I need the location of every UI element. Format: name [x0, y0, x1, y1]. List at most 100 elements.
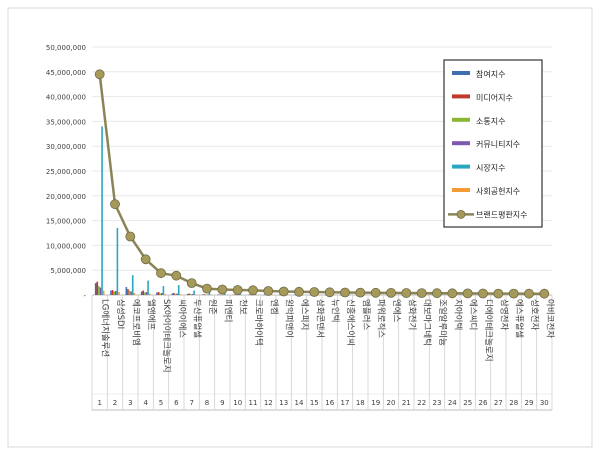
bar [232, 294, 235, 296]
bar [111, 290, 114, 295]
y-tick-label: 20,000,000 [46, 193, 86, 201]
rank-label: 4 [143, 399, 148, 407]
category-label: 성호전자 [529, 299, 540, 330]
legend-swatch [452, 117, 470, 122]
category-label: LG에너지솔루션 [100, 299, 111, 357]
x-axis: LG에너지솔루션 삼성SDI 에코프로비엠 엘앤에프 SK아이이테크놀로지 씨아이에스 두산… [91, 295, 555, 411]
line-point [278, 286, 289, 297]
legend-swatch [452, 71, 470, 75]
rank-label: 27 [494, 399, 503, 407]
bar [177, 285, 180, 295]
bar [239, 293, 241, 295]
category-label: 원익피앤이 [284, 299, 295, 338]
legend-marker [456, 209, 466, 219]
legend-swatch [452, 188, 470, 192]
rank-label: 3 [128, 399, 132, 407]
bar [194, 294, 197, 295]
category-label: 신흥에스이씨 [345, 299, 356, 346]
bar [99, 287, 102, 295]
bar [223, 293, 226, 295]
bar [116, 228, 119, 295]
rank-label: 13 [279, 399, 288, 407]
category-label: 씨아이에스 [176, 299, 187, 338]
line-point [125, 231, 136, 242]
rank-label: 22 [417, 399, 426, 407]
y-tick-label: 50,000,000 [46, 44, 86, 52]
line-point [263, 286, 274, 296]
bar [186, 294, 189, 295]
rank-label: 28 [509, 399, 518, 407]
rank-label: 25 [463, 399, 472, 407]
bar [145, 292, 148, 295]
rank-label: 23 [433, 399, 442, 407]
category-label: 피엔티 [222, 299, 233, 322]
category-label: 엔켐 [268, 299, 279, 315]
category-label: 삼성SDI [115, 299, 126, 329]
bar [110, 290, 112, 295]
bar [171, 293, 174, 295]
line-series [94, 69, 550, 299]
category-label: 에스피지 [299, 299, 309, 330]
category-label: 엔에스 [391, 299, 402, 323]
line-point [186, 278, 197, 289]
bar [130, 291, 132, 295]
bar [286, 294, 289, 296]
rank-label: 20 [387, 399, 396, 407]
bar [294, 294, 296, 296]
line-point [324, 287, 335, 298]
rank-label: 7 [189, 399, 193, 407]
rank-label: 14 [295, 399, 304, 407]
bar [210, 294, 212, 296]
line-point [432, 288, 442, 299]
y-tick-label: 45,000,000 [46, 69, 86, 77]
line-point [508, 288, 519, 299]
rank-label: 26 [479, 399, 488, 407]
rank-label: 2 [113, 399, 117, 407]
line-point [248, 285, 258, 296]
bar [101, 126, 103, 295]
bar [271, 294, 274, 296]
rank-label: 8 [205, 399, 209, 407]
bar [220, 294, 223, 296]
bar [207, 294, 209, 295]
bar [148, 293, 151, 295]
category-label: 엘앤에프 [146, 299, 157, 330]
bar [202, 294, 204, 295]
y-tick-label: 5,000,000 [50, 267, 86, 275]
category-label: 삼화전기 [406, 299, 417, 330]
bar [161, 293, 163, 295]
category-label: 삼영전자 [498, 299, 509, 330]
bar [236, 294, 238, 296]
y-tick-label: 10,000,000 [46, 242, 86, 250]
category-label: 크로바하이텍 [253, 299, 264, 346]
legend-label: 커뮤니티지수 [476, 139, 520, 149]
bar [156, 292, 158, 295]
legend-swatch [452, 94, 470, 99]
bar [176, 293, 178, 295]
rank-label: 15 [310, 399, 319, 407]
category-label: 파워로직스 [376, 299, 387, 338]
bar [278, 294, 281, 296]
bar [302, 294, 304, 296]
category-label: 원준 [207, 299, 217, 315]
bar [208, 292, 211, 295]
line-point [140, 254, 151, 265]
category-label: 에스씨디 [468, 299, 478, 330]
bar [142, 290, 145, 295]
rank-label: 29 [525, 399, 534, 407]
bar [193, 290, 195, 295]
bar [125, 287, 128, 295]
rank-label: 12 [264, 399, 273, 407]
bar [144, 292, 146, 295]
y-tick-label: 15,000,000 [46, 218, 86, 226]
y-tick-label: 40,000,000 [46, 94, 86, 102]
category-label: SK아이이테크놀로지 [161, 299, 172, 373]
rank-label: 16 [325, 399, 334, 407]
bar [222, 294, 224, 296]
bar [237, 294, 240, 296]
bar [147, 280, 149, 295]
bar [128, 290, 131, 295]
line-point [462, 288, 473, 299]
